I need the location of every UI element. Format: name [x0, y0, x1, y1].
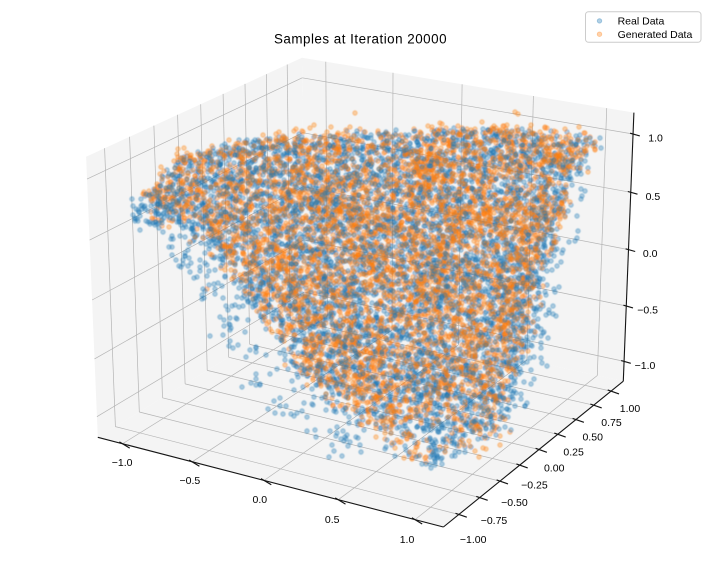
svg-text:0.0: 0.0: [252, 494, 267, 506]
svg-text:0.00: 0.00: [544, 463, 565, 475]
svg-text:−0.50: −0.50: [501, 497, 528, 509]
svg-text:0.75: 0.75: [601, 417, 622, 429]
svg-text:−0.5: −0.5: [180, 475, 201, 487]
svg-text:1.00: 1.00: [620, 403, 641, 415]
svg-text:0.50: 0.50: [582, 431, 603, 443]
svg-text:0.5: 0.5: [325, 514, 340, 526]
svg-text:−1.0: −1.0: [635, 360, 656, 372]
svg-text:−0.5: −0.5: [637, 305, 658, 317]
svg-text:−0.25: −0.25: [521, 479, 548, 491]
svg-text:0.5: 0.5: [646, 191, 661, 203]
svg-text:1.0: 1.0: [400, 534, 415, 546]
svg-text:0.0: 0.0: [643, 248, 658, 260]
svg-text:−1.0: −1.0: [112, 457, 133, 469]
svg-text:−1.00: −1.00: [460, 534, 487, 546]
svg-text:1.0: 1.0: [648, 133, 663, 145]
svg-text:−0.75: −0.75: [481, 515, 508, 527]
svg-text:0.25: 0.25: [563, 447, 584, 459]
